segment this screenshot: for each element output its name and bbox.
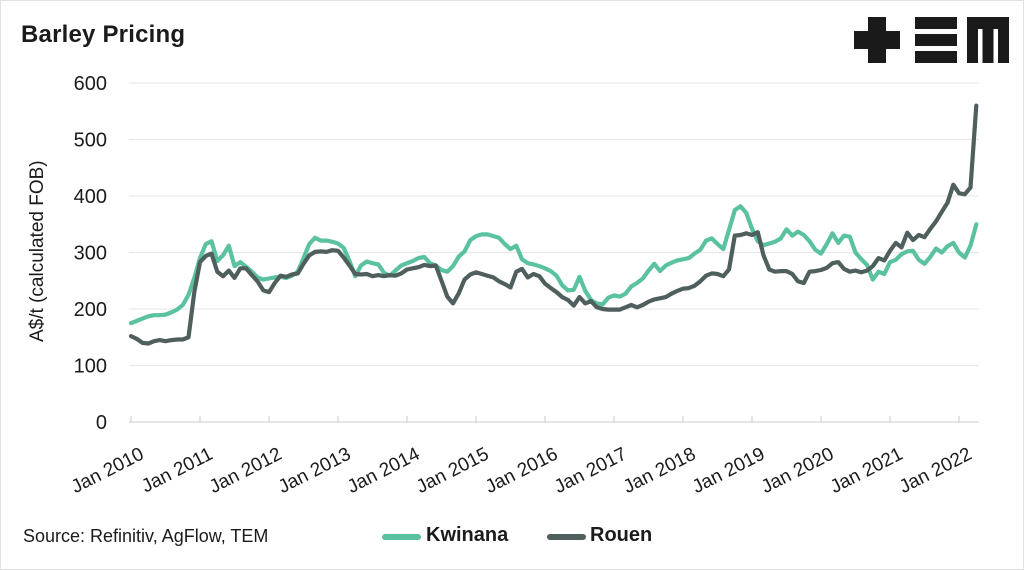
logo-m-icon bbox=[967, 17, 1009, 63]
x-tick-label: Jan 2014 bbox=[344, 444, 424, 498]
legend-label-kwinana: Kwinana bbox=[426, 524, 509, 546]
x-tick-label: Jan 2021 bbox=[827, 444, 906, 498]
x-tick-label: Jan 2010 bbox=[68, 444, 147, 498]
y-tick-label: 300 bbox=[74, 243, 107, 265]
y-tick-label: 200 bbox=[74, 299, 107, 321]
series-line-kwinana bbox=[128, 204, 979, 326]
x-tick-label: Jan 2011 bbox=[138, 444, 216, 498]
legend-label-rouen: Rouen bbox=[590, 524, 653, 546]
logo-e-bars-icon bbox=[915, 17, 957, 63]
y-tick-label: 400 bbox=[74, 186, 107, 208]
page-title: Barley Pricing bbox=[21, 21, 186, 48]
x-tick-label: Jan 2017 bbox=[551, 444, 630, 498]
tem-logo bbox=[854, 17, 1009, 63]
legend-swatch-rouen bbox=[547, 534, 586, 540]
x-tick-label: Jan 2022 bbox=[896, 444, 975, 498]
y-tick-label: 0 bbox=[96, 412, 107, 434]
legend-swatch-kwinana bbox=[382, 534, 421, 540]
y-tick-label: 600 bbox=[74, 73, 107, 95]
y-tick-label: 100 bbox=[74, 356, 107, 378]
x-tick-label: Jan 2016 bbox=[482, 444, 561, 498]
x-tick-label: Jan 2013 bbox=[275, 444, 354, 498]
x-tick-label: Jan 2012 bbox=[206, 444, 285, 498]
x-tick-label: Jan 2020 bbox=[758, 444, 837, 498]
x-tick-label: Jan 2019 bbox=[689, 444, 768, 498]
logo-plus-icon bbox=[854, 17, 900, 63]
source-note: Source: Refinitiv, AgFlow, TEM bbox=[23, 526, 269, 546]
x-tick-label: Jan 2015 bbox=[413, 444, 492, 498]
x-tick-label: Jan 2018 bbox=[620, 444, 699, 498]
y-tick-label: 500 bbox=[74, 130, 107, 152]
series-line-rouen bbox=[128, 103, 979, 346]
